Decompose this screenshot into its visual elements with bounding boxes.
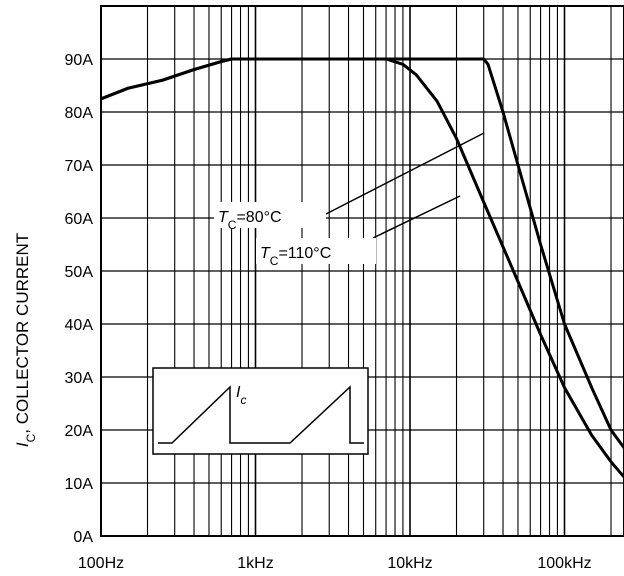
y-tick-label: 10A bbox=[65, 476, 94, 493]
x-tick-labels: 100Hz 1kHz 10kHz 100kHz bbox=[78, 555, 592, 572]
inset-sawtooth-wave bbox=[158, 385, 364, 444]
y-tick-label: 80A bbox=[65, 105, 94, 122]
x-tick-label: 100Hz bbox=[78, 555, 124, 572]
y-tick-labels: 0A 10A 20A 30A 40A 50A 60A 70A 80A 90A bbox=[65, 52, 94, 546]
grid bbox=[100, 6, 624, 536]
inset-frame bbox=[152, 367, 369, 455]
y-tick-label: 90A bbox=[65, 52, 94, 69]
series-110c-leader-line bbox=[372, 195, 461, 239]
x-tick-label: 100kHz bbox=[537, 555, 591, 572]
series-80c-label: TC=80°C bbox=[218, 209, 282, 232]
x-tick-label: 1kHz bbox=[237, 555, 273, 572]
x-tick-label: 10kHz bbox=[387, 555, 432, 572]
y-tick-label: 0A bbox=[73, 529, 93, 546]
series-80c-leader-line bbox=[325, 132, 485, 215]
y-tick-label: 30A bbox=[65, 370, 94, 387]
y-tick-label: 70A bbox=[65, 158, 94, 175]
inset-label: Ic bbox=[236, 384, 246, 407]
series-110c-label-bg bbox=[256, 238, 376, 264]
curves bbox=[101, 57, 624, 480]
y-tick-label: 50A bbox=[65, 264, 94, 281]
y-tick-label: 20A bbox=[65, 423, 94, 440]
y-axis-label: IC, COLLECTOR CURRENT bbox=[13, 233, 38, 447]
y-tick-label: 40A bbox=[65, 317, 94, 334]
series-80c-label-bg bbox=[214, 202, 326, 228]
series-110c-line bbox=[101, 57, 624, 480]
plot-frame bbox=[100, 5, 624, 537]
inset-waveform: Ic bbox=[152, 367, 369, 455]
y-tick-label: 60A bbox=[65, 211, 94, 228]
series-110c-label: TC=110°C bbox=[260, 245, 331, 268]
